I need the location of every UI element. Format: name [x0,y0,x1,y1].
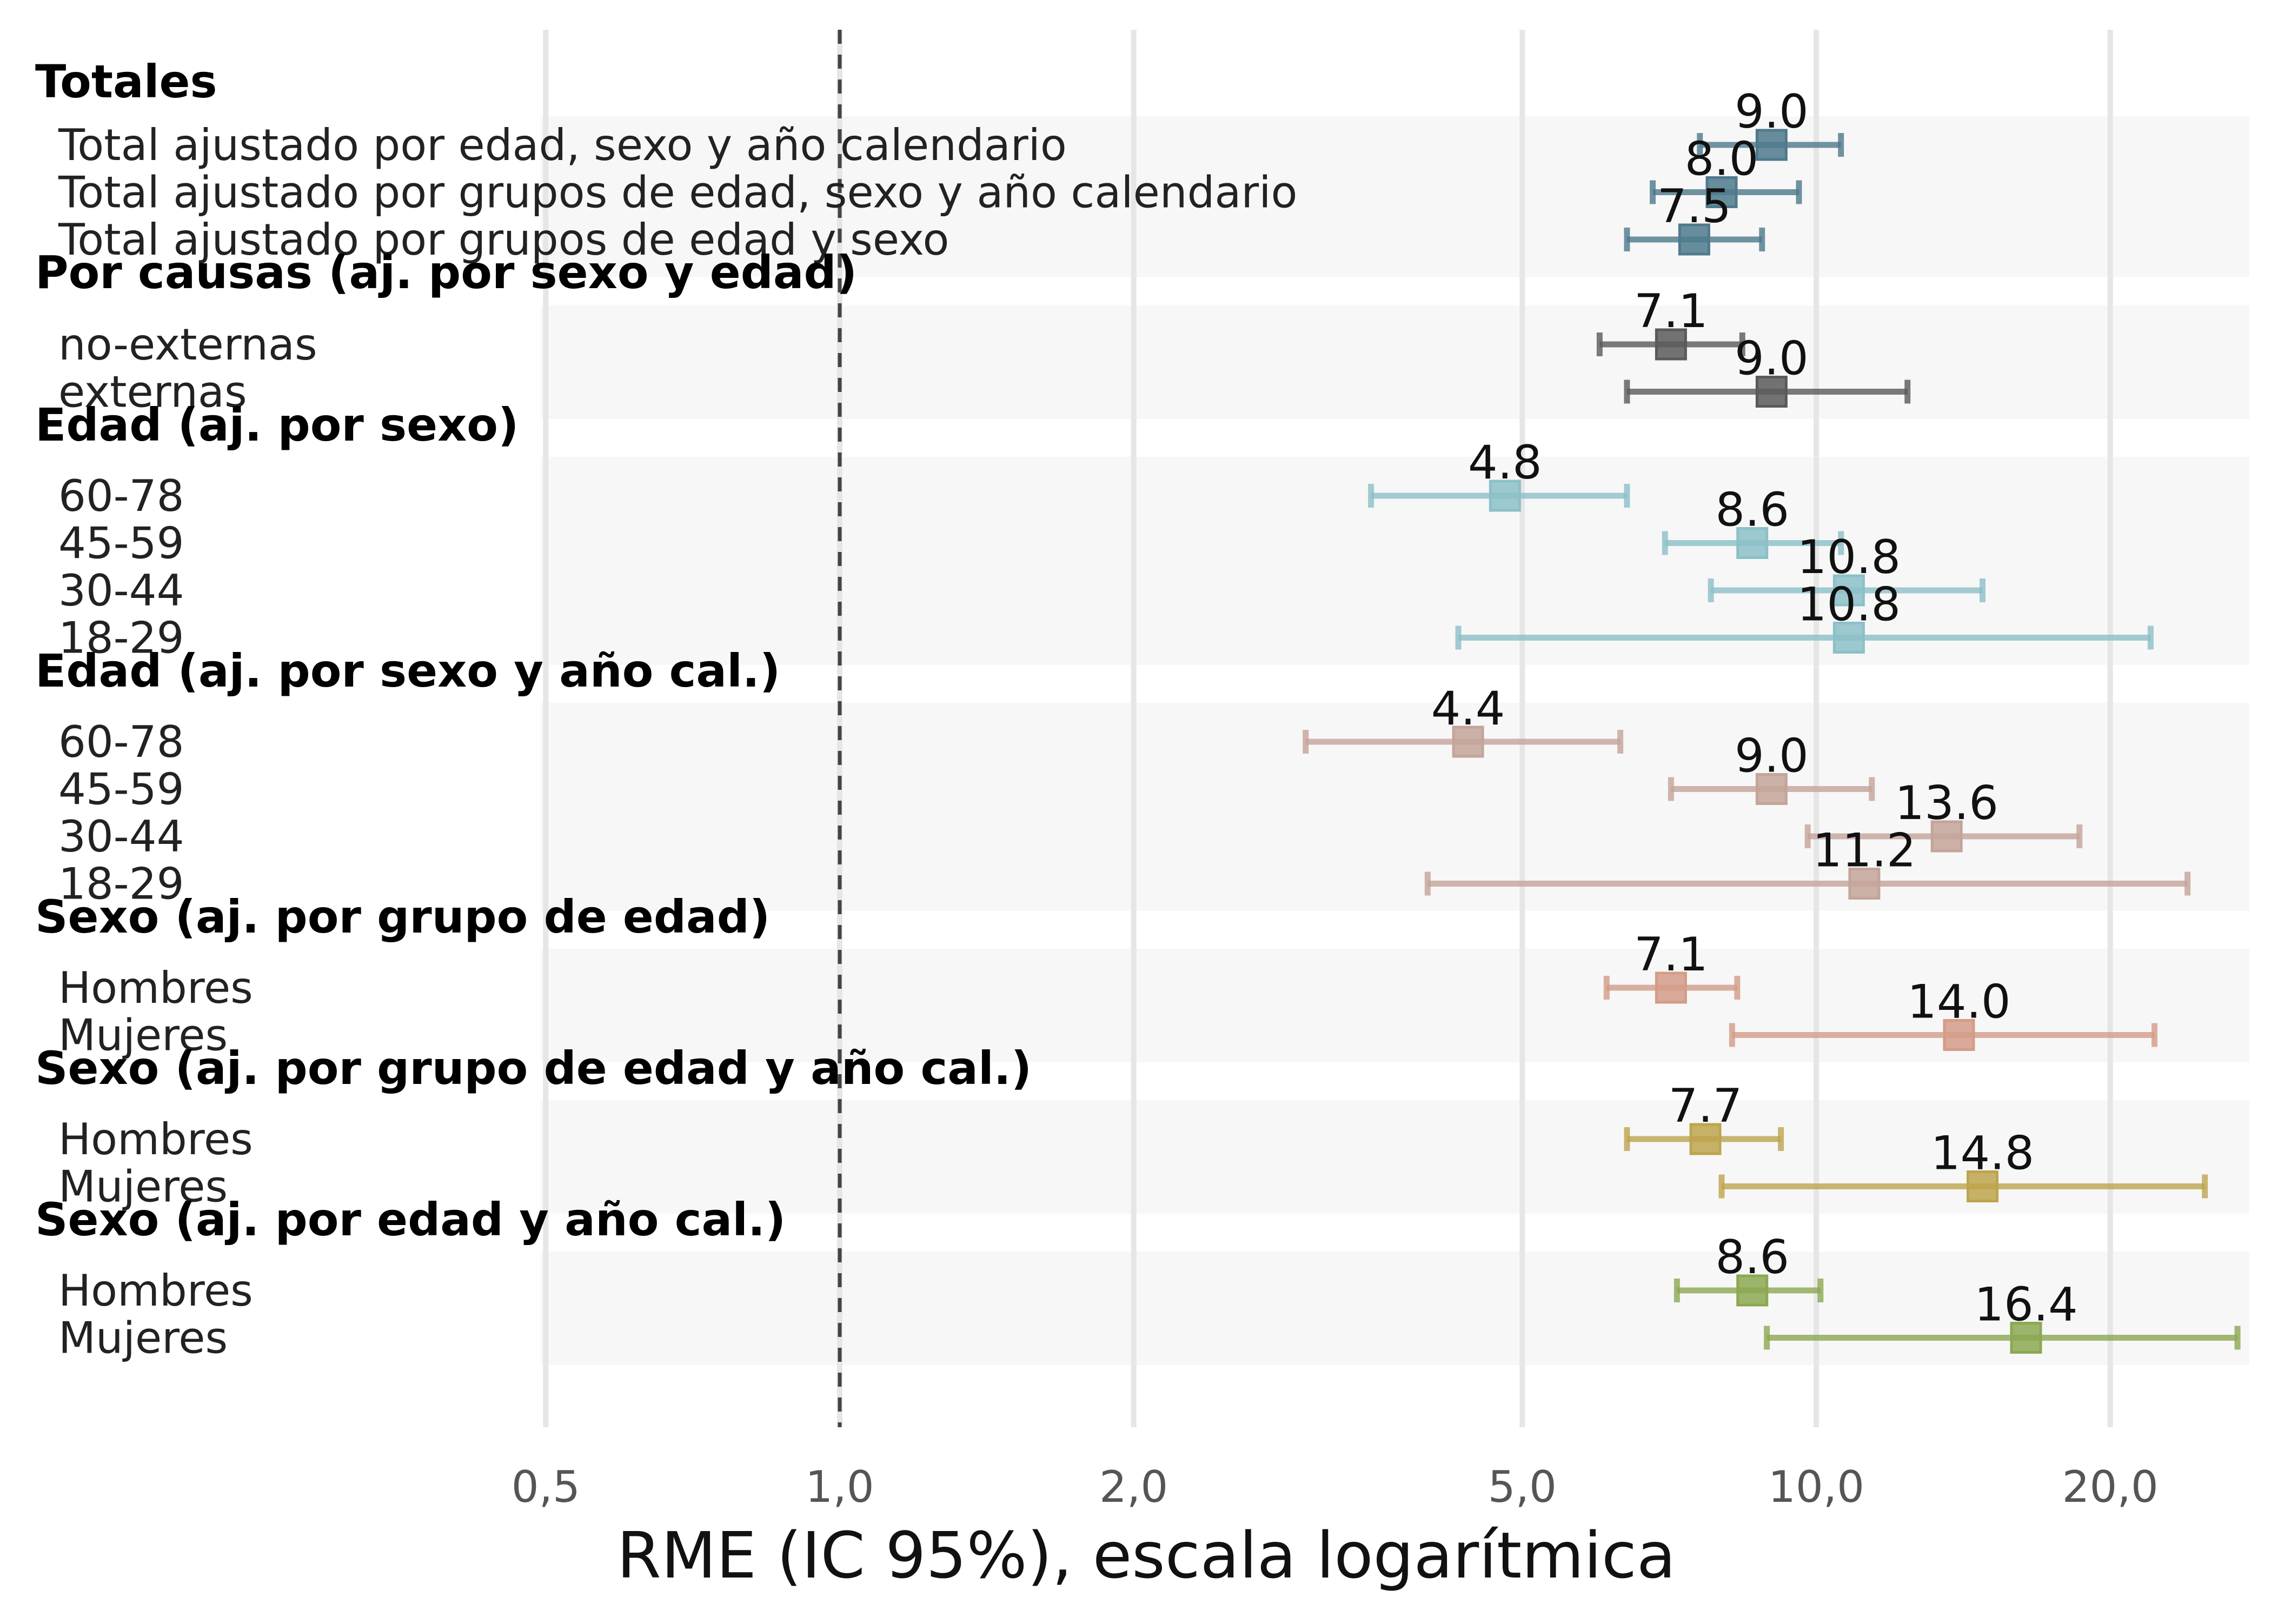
value-label: 8.6 [1715,483,1789,537]
row-label: Total ajustado por grupos de edad, sexo … [58,168,1297,218]
group-bands [541,116,2249,1365]
point-estimate [1832,574,1865,607]
row-label: 60-78 [58,471,184,521]
x-axis-title: RME (IC 95%), escala logarítmica [617,1518,1676,1593]
point-estimate [1705,176,1738,208]
row-labels-layer: Totales Total ajustado por edad, sexo y a… [35,55,1297,1363]
point-estimate [1655,328,1687,361]
row-label: 60-78 [58,717,184,767]
point-estimate [1755,376,1788,408]
value-label: 16.4 [1974,1278,2077,1332]
value-label: 4.8 [1468,436,1542,490]
point-estimate [1452,726,1484,758]
point-estimate [1755,773,1788,805]
value-label: 11.2 [1812,824,1916,878]
group-heading: Sexo (aj. por grupo de edad y año cal.) [35,1042,1032,1095]
row-label: externas [58,367,247,417]
row-label: Mujeres [58,1010,228,1061]
group-band [541,457,2249,665]
row-label: no-externas [58,320,317,370]
row-label: 45-59 [58,518,184,569]
point-estimate [1736,527,1769,559]
value-label: 7.7 [1669,1079,1743,1133]
value-label: 7.5 [1657,179,1731,234]
row-label: 18-29 [58,613,184,663]
point-estimate [1848,868,1881,900]
value-label: 10.8 [1797,530,1901,584]
row-label: Hombres [58,1266,253,1316]
value-label: 13.6 [1895,776,1998,830]
group-heading: Totales [35,55,217,108]
row-label: Hombres [58,1114,253,1164]
x-tick-label: 1,0 [805,1462,874,1512]
point-estimate [1489,480,1521,512]
point-estimate [1689,1123,1722,1155]
x-tick-label: 5,0 [1488,1462,1557,1512]
row-label: 18-29 [58,859,184,909]
group-band [541,305,2249,419]
row-label: Mujeres [58,1162,228,1212]
point-estimate [1943,1019,1975,1051]
value-label: 7.1 [1634,284,1708,338]
value-label: 9.0 [1735,729,1809,783]
group-band [541,703,2249,911]
value-label: 4.4 [1431,682,1505,736]
group-heading: Sexo (aj. por grupo de edad) [35,890,770,943]
row-label: 30-44 [58,811,184,862]
point-estimate [1678,223,1710,256]
point-estimate [1832,622,1865,654]
group-heading: Edad (aj. por sexo y año cal.) [35,644,780,697]
value-label: 8.0 [1685,132,1759,187]
value-label: 8.6 [1715,1230,1789,1284]
value-label: 10.8 [1797,578,1901,632]
x-tick-label: 10,0 [1768,1462,1864,1512]
row-label: Total ajustado por grupos de edad y sexo [58,215,949,265]
group-band [541,1100,2249,1214]
estimates-layer: 9.08.07.57.19.04.88.610.810.84.49.013.61… [1303,85,2241,1354]
x-axis: RME (IC 95%), escala logarítmica 0,5 1,0 2… [512,1462,2159,1593]
value-label: 9.0 [1735,85,1809,139]
group-heading: Edad (aj. por sexo) [35,398,519,451]
value-label: 7.1 [1634,928,1708,982]
x-tick-label: 0,5 [512,1462,580,1512]
row-label: Hombres [58,963,253,1013]
x-tick-label: 20,0 [2062,1462,2159,1512]
point-estimate [1755,129,1788,161]
value-label: 14.8 [1931,1127,2034,1181]
row-label: Mujeres [58,1313,228,1363]
row-label: Total ajustado por edad, sexo y año cale… [58,120,1067,170]
value-label: 14.0 [1907,975,2010,1029]
point-estimate [1736,1274,1769,1307]
gridlines [543,30,2113,1427]
value-label: 9.0 [1735,332,1809,386]
group-band [541,1252,2249,1365]
group-band [541,116,2249,277]
point-estimate [2010,1322,2042,1354]
group-heading: Por causas (aj. por sexo y edad) [35,246,857,299]
group-heading: Sexo (aj. por edad y año cal.) [35,1193,786,1246]
point-estimate [1655,971,1687,1004]
point-estimate [1966,1170,1998,1202]
row-label: 45-59 [58,764,184,815]
point-estimate [1930,820,1963,853]
x-tick-label: 2,0 [1099,1462,1168,1512]
row-label: 30-44 [58,565,184,616]
